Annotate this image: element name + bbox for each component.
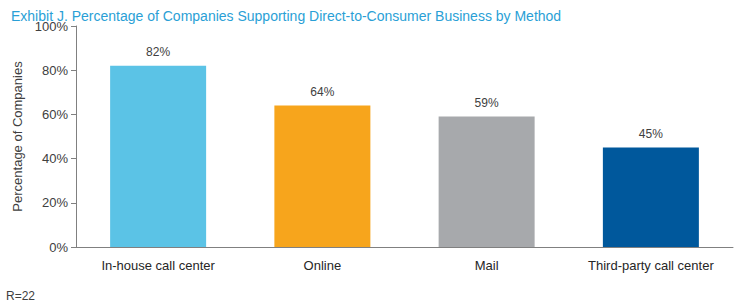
svg-text:20%: 20% <box>42 195 68 210</box>
svg-text:In-house call center: In-house call center <box>101 258 215 273</box>
svg-text:45%: 45% <box>639 127 663 141</box>
svg-text:Exhibit J. Percentage of Compa: Exhibit J. Percentage of Companies Suppo… <box>11 8 561 24</box>
svg-text:64%: 64% <box>310 85 334 99</box>
svg-text:0%: 0% <box>49 240 68 255</box>
svg-text:Online: Online <box>304 258 342 273</box>
svg-text:Third-party call center: Third-party call center <box>588 258 714 273</box>
svg-text:40%: 40% <box>42 151 68 166</box>
svg-text:82%: 82% <box>146 45 170 59</box>
svg-text:Mail: Mail <box>475 258 499 273</box>
svg-text:R=22: R=22 <box>6 289 35 303</box>
svg-text:100%: 100% <box>34 18 68 34</box>
svg-text:Percentage of Companies: Percentage of Companies <box>10 61 25 212</box>
svg-text:60%: 60% <box>42 107 68 122</box>
svg-text:59%: 59% <box>475 96 499 110</box>
svg-text:80%: 80% <box>42 63 68 78</box>
